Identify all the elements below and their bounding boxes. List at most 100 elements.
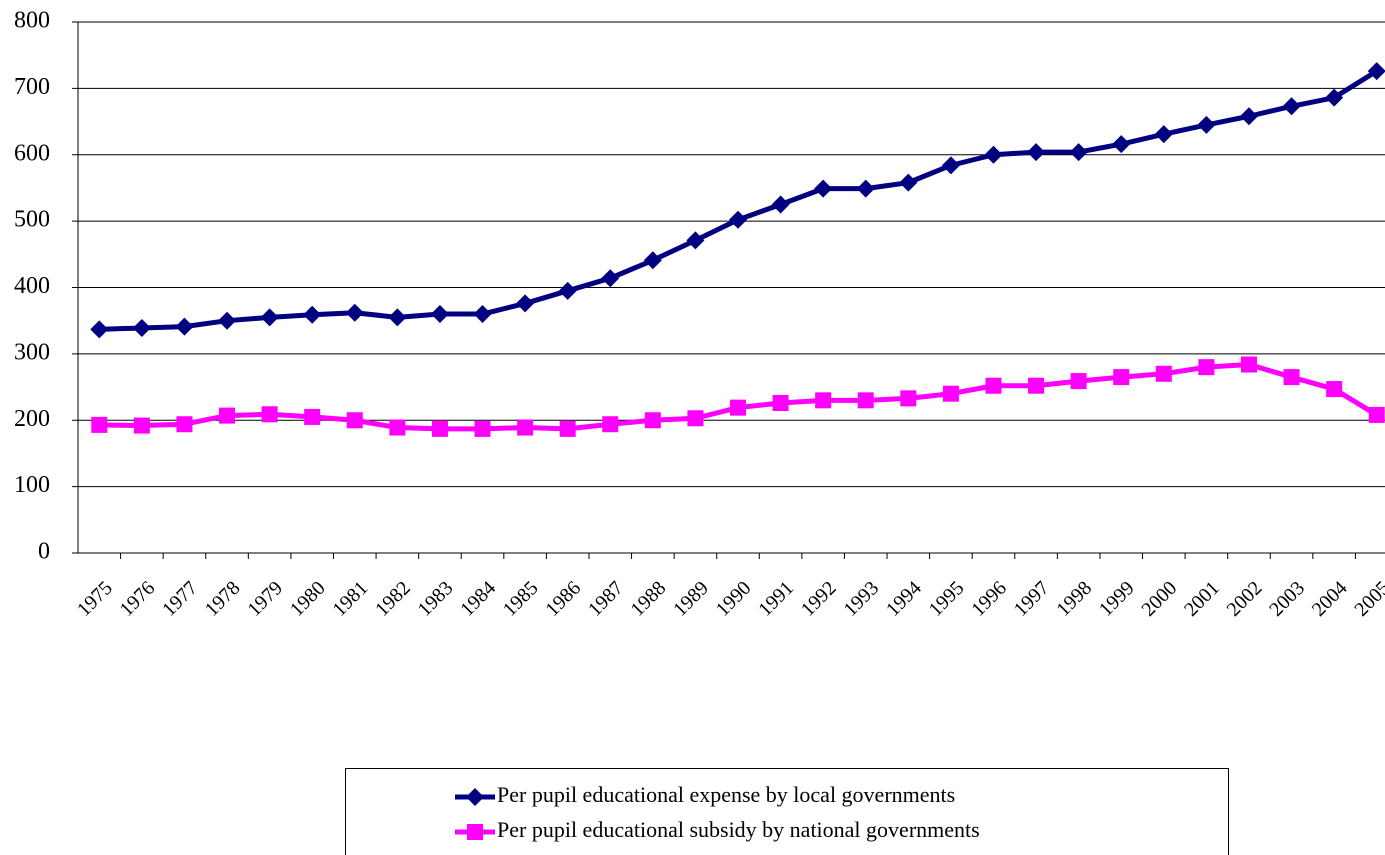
series-line (99, 68, 1379, 332)
point (856, 179, 875, 198)
point (132, 318, 151, 337)
x-tick-label: 1996 (967, 577, 1011, 621)
x-tick-label: 1983 (414, 577, 458, 621)
x-tick-label: 2002 (1223, 577, 1267, 621)
legend-marker (467, 824, 483, 840)
point (1326, 381, 1343, 398)
x-tick-label: 1982 (371, 577, 415, 621)
legend-label: Per pupil educational subsidy by nationa… (497, 817, 980, 842)
x-tick-label: 1987 (584, 577, 628, 621)
x-tick-label: 1990 (712, 577, 756, 621)
point (303, 305, 322, 324)
legend-marker (466, 788, 484, 806)
y-tick-label: 800 (14, 8, 50, 34)
point (517, 419, 534, 436)
point (1368, 406, 1385, 423)
x-tick-label: 1986 (541, 577, 585, 621)
x-tick-label: 2003 (1265, 577, 1309, 621)
point (91, 416, 108, 433)
y-tick-label: 600 (14, 140, 50, 166)
point (559, 420, 576, 437)
point (942, 385, 959, 402)
point (430, 305, 449, 324)
x-tick-label: 1976 (116, 577, 160, 621)
point (261, 406, 278, 423)
point (1283, 369, 1300, 386)
point (1028, 377, 1045, 394)
point (686, 231, 705, 250)
point (815, 392, 832, 409)
point (218, 311, 237, 330)
point (941, 156, 960, 175)
legend-box (345, 768, 1229, 855)
point (857, 392, 874, 409)
point (602, 416, 619, 433)
point (899, 173, 918, 192)
point (1197, 115, 1216, 134)
point (644, 412, 661, 429)
point (601, 269, 620, 288)
y-tick-label: 400 (14, 273, 50, 299)
x-tick-label: 2005 (1350, 577, 1385, 621)
y-tick-label: 0 (38, 539, 50, 565)
point (176, 416, 193, 433)
point (1070, 373, 1087, 390)
point (771, 195, 790, 214)
point (1154, 125, 1173, 144)
point (1113, 369, 1130, 386)
x-tick-label: 1988 (627, 577, 671, 621)
y-tick-label: 200 (14, 406, 50, 432)
point (558, 281, 577, 300)
point (1367, 62, 1385, 81)
point (219, 407, 236, 424)
point (346, 412, 363, 429)
point (984, 145, 1003, 164)
series-line (99, 361, 1379, 432)
x-tick-label: 1984 (456, 577, 500, 621)
point (1282, 97, 1301, 116)
x-tick-label: 1992 (797, 577, 841, 621)
y-tick-label: 100 (14, 472, 50, 498)
point (1240, 356, 1257, 373)
point (474, 420, 491, 437)
point (90, 320, 109, 339)
point (1198, 359, 1215, 376)
point (516, 294, 535, 313)
y-tick-label: 700 (14, 74, 50, 100)
x-tick-label: 1975 (73, 577, 117, 621)
x-tick-label: 1985 (499, 577, 543, 621)
point (814, 179, 833, 198)
legend-label: Per pupil educational expense by local g… (497, 782, 955, 807)
point (729, 210, 747, 229)
point (1069, 143, 1088, 162)
x-tick-label: 1997 (1010, 577, 1054, 621)
point (1112, 135, 1131, 154)
point (431, 420, 448, 437)
point (175, 317, 194, 336)
point (304, 408, 321, 425)
point (388, 308, 407, 327)
point (260, 308, 279, 327)
point (643, 251, 662, 270)
x-tick-label: 1999 (1095, 577, 1139, 621)
x-tick-label: 2001 (1180, 577, 1224, 621)
point (389, 419, 406, 436)
x-tick-label: 2000 (1138, 577, 1182, 621)
point (1325, 88, 1344, 107)
x-tick-label: 1989 (669, 577, 713, 621)
point (985, 377, 1002, 394)
point (1239, 107, 1258, 126)
x-tick-label: 2004 (1308, 577, 1352, 621)
x-tick-label: 1991 (754, 577, 798, 621)
point (473, 305, 492, 324)
x-tick-label: 1980 (286, 577, 330, 621)
point (133, 417, 150, 434)
point (1027, 143, 1046, 162)
x-tick-label: 1998 (1052, 577, 1096, 621)
point (345, 303, 364, 322)
point (730, 399, 746, 416)
x-tick-label: 1995 (925, 577, 969, 621)
point (900, 390, 917, 407)
point (687, 410, 704, 427)
